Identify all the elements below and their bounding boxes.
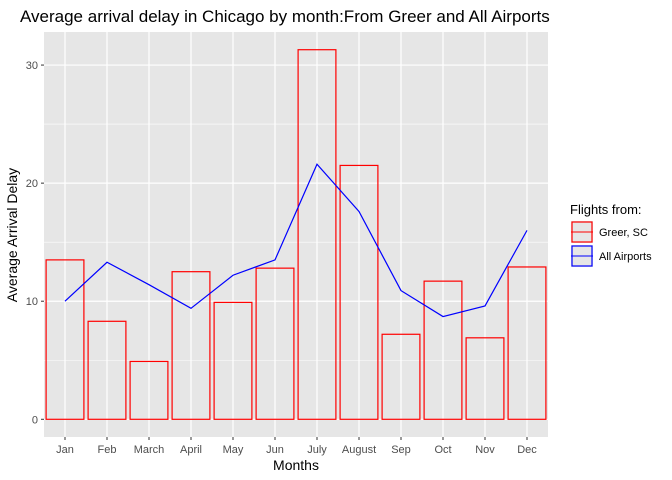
bar-march: [129, 360, 169, 420]
plot-panel: [44, 32, 548, 437]
line-layer: [64, 163, 528, 318]
x-tick-label: Jan: [56, 444, 74, 456]
bar-feb: [87, 320, 127, 420]
x-tick-label: Dec: [517, 444, 537, 456]
x-tick-label: Jun: [266, 444, 284, 456]
chart-title: Average arrival delay in Chicago by mont…: [20, 7, 550, 26]
x-tick-label: Oct: [434, 444, 451, 456]
y-axis: 0 10 20 30: [26, 60, 44, 426]
bar-sep: [381, 333, 421, 420]
legend-item-greer: Greer, SC: [571, 221, 648, 243]
y-axis-title: Average Arrival Delay: [4, 168, 20, 302]
y-tick-label: 30: [26, 60, 38, 72]
series-line-all-airports: [64, 163, 528, 318]
bar-april: [171, 271, 211, 420]
bar-august: [339, 164, 379, 420]
y-tick-label: 10: [26, 296, 38, 308]
x-tick-label: August: [342, 444, 376, 456]
x-tick-label: May: [223, 444, 244, 456]
bar-july: [297, 49, 337, 420]
grid-major: [44, 32, 548, 437]
legend-label-greer: Greer, SC: [599, 227, 648, 239]
x-tick-label: Sep: [391, 444, 411, 456]
x-tick-label: April: [180, 444, 202, 456]
legend-label-all-airports: All Airports: [599, 251, 652, 263]
y-tick-label: 20: [26, 178, 38, 190]
x-tick-label: July: [307, 444, 327, 456]
bars: [45, 49, 547, 420]
bar-jun: [255, 267, 295, 420]
x-axis: Jan Feb March April May Jun July August Sep Oct No…: [56, 437, 537, 456]
bar-oct: [423, 280, 463, 420]
legend-title: Flights from:: [570, 202, 642, 217]
y-tick-label: 0: [32, 414, 38, 426]
grid-minor: [44, 123, 548, 361]
legend: Flights from: Greer, SC All Airports: [570, 202, 652, 267]
x-tick-label: Nov: [475, 444, 495, 456]
bar-may: [213, 301, 253, 420]
x-tick-label: March: [134, 444, 165, 456]
x-axis-title: Months: [273, 457, 319, 473]
bar-nov: [465, 337, 505, 420]
bar-dec: [507, 266, 547, 420]
bar-jan: [45, 259, 85, 420]
legend-item-all-airports: All Airports: [571, 245, 652, 267]
x-tick-label: Feb: [98, 444, 117, 456]
